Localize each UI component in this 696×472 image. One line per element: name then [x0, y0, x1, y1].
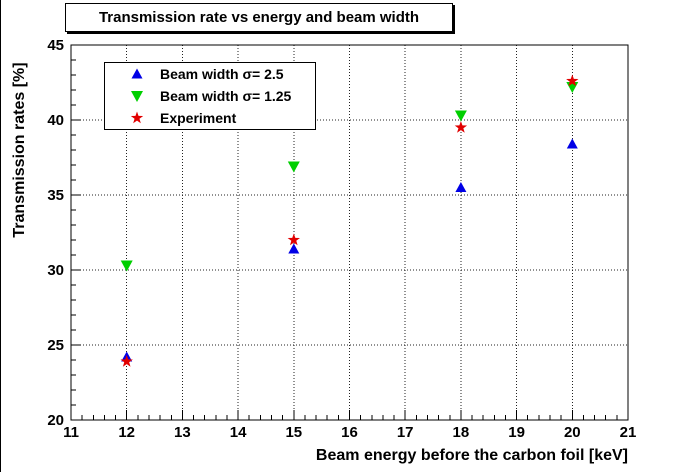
legend-item-label: Beam width σ= 2.5: [160, 66, 284, 82]
data-point-marker: [566, 74, 579, 87]
triangle-down-icon: [131, 91, 143, 102]
y-axis-title: Transmission rates [%]: [11, 62, 28, 238]
y-tick-label: 45: [47, 37, 64, 54]
legend-marker-shape: [131, 68, 143, 79]
data-point-marker: [287, 233, 300, 246]
y-tick-label: 25: [47, 337, 64, 354]
x-tick-label: 11: [63, 424, 79, 441]
x-tick-label: 19: [508, 424, 525, 441]
data-point-marker: [120, 260, 133, 272]
x-tick-label: 14: [230, 424, 247, 441]
data-point-marker: [566, 82, 579, 93]
x-tick-label: 17: [397, 424, 414, 441]
data-point-marker: [287, 161, 300, 173]
plot-title: Transmission rate vs energy and beam wid…: [65, 3, 453, 32]
x-tick-label: 20: [564, 424, 581, 441]
data-point-marker: [120, 355, 133, 367]
legend-marker-shape: [130, 111, 144, 124]
triangle-up-icon: [131, 68, 143, 79]
data-point-marker: [454, 110, 467, 122]
data-point-marker: [454, 121, 468, 133]
x-tick-label: 12: [118, 424, 135, 441]
legend-item-label: Experiment: [160, 110, 237, 126]
legend-box: Beam width σ= 2.5 Beam width σ= 1.25 Exper…: [104, 62, 316, 130]
x-axis-title: Beam energy before the carbon foil [keV]: [315, 447, 628, 464]
y-tick-label: 35: [47, 187, 64, 204]
x-tick-label: 21: [620, 424, 637, 441]
x-tick-label: 15: [285, 424, 302, 441]
data-point-marker: [566, 138, 578, 149]
x-tick-label: 18: [453, 424, 470, 441]
star-icon: [130, 111, 144, 124]
legend-item: Beam width σ= 1.25: [105, 85, 315, 107]
x-tick-label: 16: [341, 424, 358, 441]
legend-item: Beam width σ= 2.5: [105, 63, 315, 85]
y-tick-label: 20: [47, 412, 64, 429]
legend-item: Experiment: [105, 107, 315, 129]
legend-marker-shape: [131, 91, 143, 102]
y-tick-label: 40: [47, 112, 64, 129]
data-point-marker: [455, 182, 467, 192]
y-tick-label: 30: [47, 262, 64, 279]
data-point-marker: [288, 243, 300, 254]
x-tick-label: 13: [174, 424, 191, 441]
legend-item-label: Beam width σ= 1.25: [160, 88, 292, 104]
